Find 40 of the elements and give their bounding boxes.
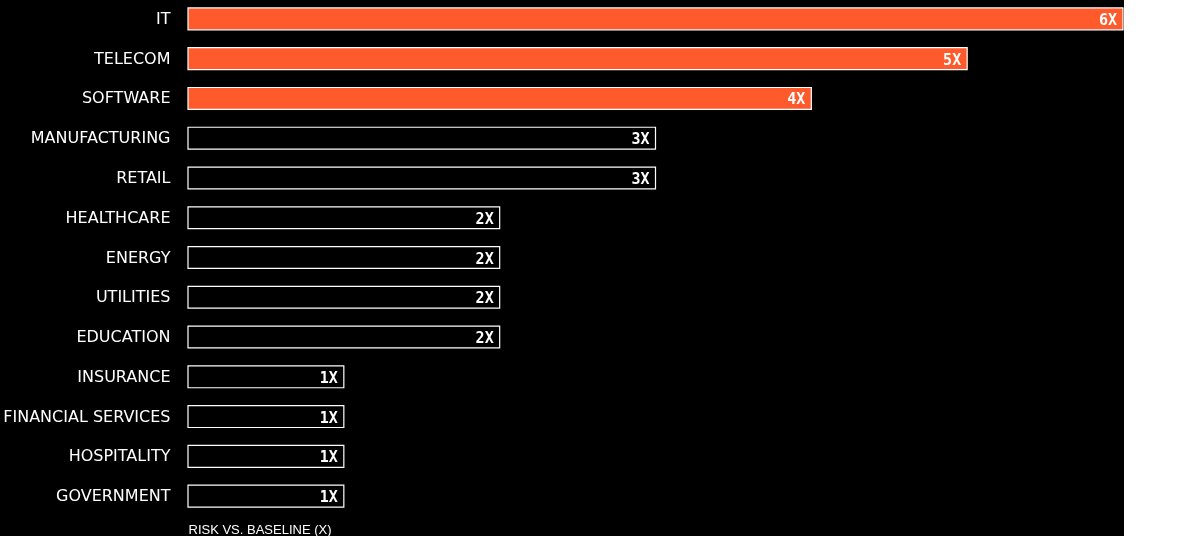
y-tick-label: TELECOM xyxy=(93,48,171,68)
data-label: 1X xyxy=(319,368,338,387)
y-tick-label: GOVERNMENT xyxy=(55,486,171,506)
data-label: 1X xyxy=(319,448,338,467)
bar xyxy=(187,325,501,349)
bar xyxy=(187,166,657,190)
y-tick-label: HEALTHCARE xyxy=(65,207,171,227)
data-label: 1X xyxy=(319,488,338,507)
y-tick-label: RETAIL xyxy=(116,167,171,187)
bar xyxy=(187,484,345,508)
x-axis-title: RISK VS. BASELINE (X) xyxy=(188,521,332,537)
bar xyxy=(187,7,1124,31)
data-label: 5X xyxy=(943,50,962,69)
y-tick-label: SOFTWARE xyxy=(81,88,171,108)
y-tick-label: MANUFACTURING xyxy=(30,128,171,148)
y-tick-label: INSURANCE xyxy=(77,366,171,386)
data-label: 2X xyxy=(475,209,494,228)
y-tick-label: UTILITIES xyxy=(95,287,171,307)
y-tick-label: EDUCATION xyxy=(76,327,171,347)
y-tick-label: HOSPITALITY xyxy=(68,446,171,466)
bar xyxy=(187,47,968,71)
bar xyxy=(187,206,501,230)
bar xyxy=(187,126,657,150)
data-label: 2X xyxy=(475,249,494,268)
data-label: 1X xyxy=(319,408,338,427)
bar xyxy=(187,365,345,389)
y-tick-label: FINANCIAL SERVICES xyxy=(3,406,171,426)
data-label: 2X xyxy=(475,289,494,308)
data-label: 3X xyxy=(631,130,650,149)
data-label: 4X xyxy=(787,90,806,109)
data-label: 3X xyxy=(631,169,650,188)
y-tick-label: ENERGY xyxy=(105,247,171,267)
bar xyxy=(187,285,501,309)
bar xyxy=(187,405,345,429)
bar xyxy=(187,86,812,110)
data-label: 6X xyxy=(1098,10,1117,29)
bar xyxy=(187,444,345,468)
bar xyxy=(187,245,501,270)
data-label: 2X xyxy=(475,329,494,348)
y-tick-label: IT xyxy=(156,8,171,28)
